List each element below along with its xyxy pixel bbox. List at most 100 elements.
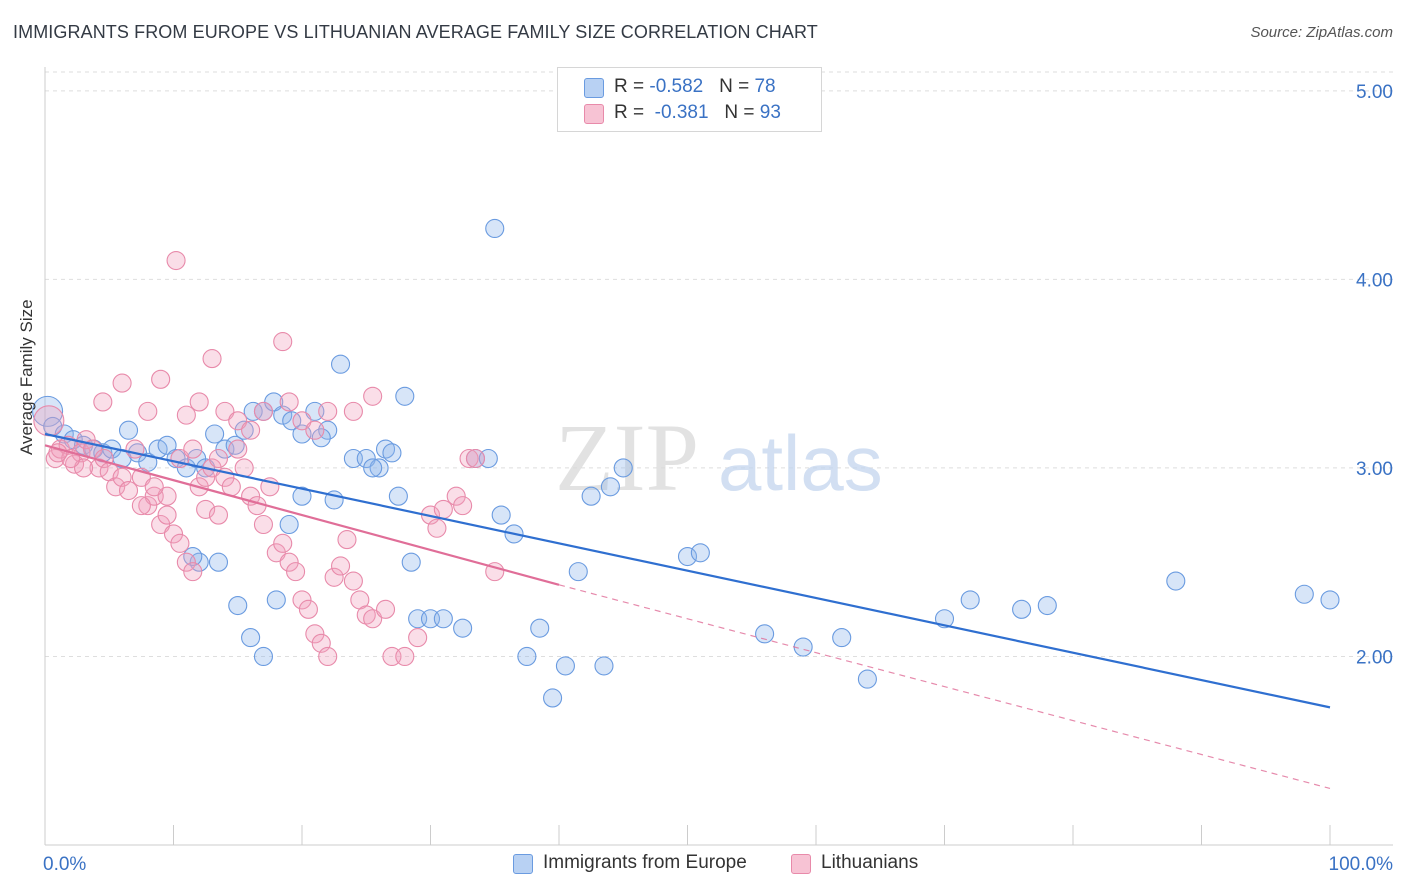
europe-point xyxy=(292,424,312,444)
legend-r-label: R = xyxy=(614,102,650,123)
europe-point xyxy=(690,543,710,563)
tick-labels: 2.00 3.00 4.00 5.00 0.0% 100.0% xyxy=(43,82,1393,875)
europe-point xyxy=(934,609,955,629)
lithuanian-point xyxy=(337,530,357,550)
europe-point xyxy=(330,354,351,374)
grid-lines xyxy=(45,71,1393,657)
y-axis-label: Average Family Size xyxy=(17,299,36,455)
lithuanian-point xyxy=(138,401,158,421)
lithuanian-point xyxy=(183,439,203,459)
lithuanian-point xyxy=(453,496,473,516)
lithuanian-point xyxy=(427,518,447,538)
europe-point xyxy=(382,443,402,463)
europe-point xyxy=(292,486,312,506)
lithuanian-point xyxy=(446,486,466,506)
lithuanian-point xyxy=(157,505,177,525)
lithuanian-point xyxy=(151,514,171,535)
lithuanian-point xyxy=(292,411,312,431)
legend-n-label: N = xyxy=(724,102,760,123)
europe-point xyxy=(613,458,633,478)
europe-point xyxy=(581,486,601,506)
europe-point xyxy=(1037,596,1057,616)
lithuanian-point xyxy=(202,349,222,369)
lithuanian-point xyxy=(298,599,318,619)
lithuanian-point xyxy=(318,646,338,667)
lithuanian-point xyxy=(118,481,139,501)
legend-r-value: -0.582 xyxy=(649,76,704,97)
lithuanian-point xyxy=(253,401,274,421)
trend-lines xyxy=(44,432,1331,790)
europe-point xyxy=(253,646,274,667)
source-label: Source: ZipAtlas.com xyxy=(1250,24,1393,41)
europe-point xyxy=(208,552,229,572)
bottom-legend-label-lithuanians: Lithuanians xyxy=(821,852,919,873)
europe-point xyxy=(205,424,225,444)
europe-point xyxy=(600,477,620,497)
x-tick-label: 0.0% xyxy=(43,854,86,875)
lithuanian-point xyxy=(305,624,325,644)
lithuanian-point xyxy=(279,392,299,412)
europe-point xyxy=(453,618,473,638)
chart-title: IMMIGRANTS FROM EUROPE VS LITHUANIAN AVE… xyxy=(13,22,818,42)
europe-point xyxy=(369,458,389,478)
bottom-legend-swatch-europe xyxy=(513,854,533,874)
europe-point xyxy=(388,486,408,506)
lithuanian-trend-extension xyxy=(558,584,1331,790)
lithuanian-point xyxy=(292,590,312,610)
lithuanian-point xyxy=(215,401,235,421)
lithuanian-point xyxy=(208,448,229,469)
lithuanian-point xyxy=(176,405,196,425)
lithuanian-point xyxy=(459,448,479,469)
correlation-legend: R = -0.582 N = 78 R = -0.381 N = 93 xyxy=(557,67,822,132)
lithuanian-point xyxy=(74,458,94,478)
lithuanian-point xyxy=(395,646,415,667)
lithuanian-point xyxy=(343,401,363,421)
lithuanian-point xyxy=(408,628,428,648)
bottom-legend-label-europe: Immigrants from Europe xyxy=(543,852,747,873)
y-tick-label: 5.00 xyxy=(1356,82,1393,103)
europe-point xyxy=(118,420,139,440)
y-tick-label: 2.00 xyxy=(1356,647,1393,668)
watermark-zip: ZIP xyxy=(555,404,699,511)
europe-point xyxy=(433,609,453,629)
europe-point xyxy=(243,401,263,421)
lithuanian-point xyxy=(273,332,293,352)
lithuanian-point xyxy=(131,496,151,516)
lithuanian-point xyxy=(144,477,164,497)
legend-r-label: R = xyxy=(614,76,650,97)
lithuanian-point xyxy=(176,552,196,572)
europe-point xyxy=(491,505,511,525)
lithuanian-point xyxy=(286,562,306,582)
europe-point xyxy=(266,590,286,610)
europe-point xyxy=(234,420,254,440)
lithuanian-point xyxy=(375,599,396,619)
europe-point xyxy=(485,218,505,239)
legend-r-value: -0.381 xyxy=(654,102,709,123)
legend-text-europe: R = -0.582 N = 78 xyxy=(614,76,776,98)
europe-point xyxy=(228,596,248,616)
legend-n-value: 78 xyxy=(754,76,776,97)
europe-point xyxy=(311,428,331,448)
legend-text-lithuanians: R = -0.381 N = 93 xyxy=(614,102,781,124)
europe-point xyxy=(555,656,575,676)
europe-point xyxy=(568,562,588,582)
lithuanian-point xyxy=(196,499,216,519)
europe-point xyxy=(960,590,980,610)
europe-point xyxy=(1166,571,1186,591)
lithuanian-point xyxy=(151,369,171,389)
lithuanian-point xyxy=(106,477,126,497)
lithuanian-point xyxy=(189,392,209,412)
europe-point xyxy=(755,624,775,644)
lithuanian-point xyxy=(228,411,248,431)
lithuanian-point xyxy=(138,496,158,516)
lithuanian-point xyxy=(112,373,132,393)
watermark: ZIP atlas xyxy=(555,404,883,511)
lithuanian-trend-line xyxy=(44,444,560,586)
lithuanian-point xyxy=(253,514,274,535)
europe-point xyxy=(677,546,698,567)
europe-point xyxy=(543,688,563,708)
watermark-atlas: atlas xyxy=(718,419,883,507)
legend-n-label: N = xyxy=(719,76,755,97)
europe-point xyxy=(832,628,852,648)
